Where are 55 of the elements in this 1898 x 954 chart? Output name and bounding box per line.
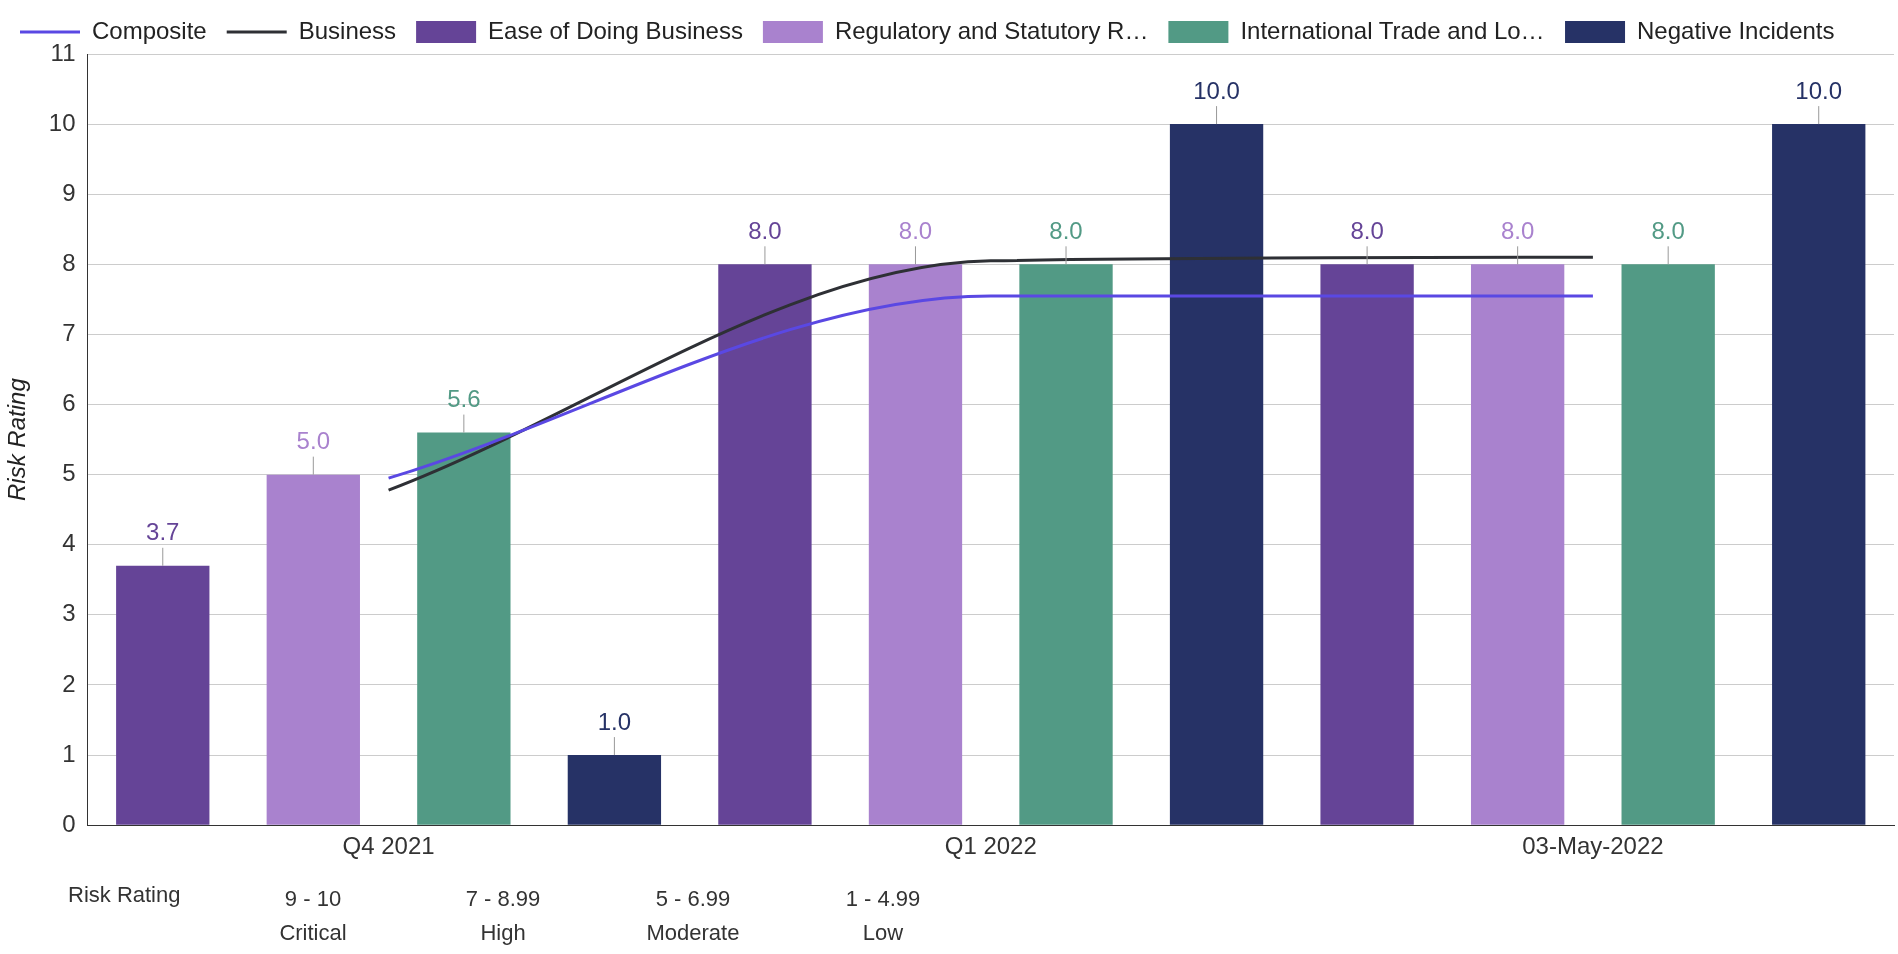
legend-label: International Trade and Lo… — [1240, 16, 1545, 44]
data-label: 5.0 — [296, 427, 330, 455]
legend-label: Negative Incidents — [1637, 16, 1835, 44]
y-tick-label: 9 — [62, 178, 76, 206]
bar — [116, 565, 210, 825]
data-label: 10.0 — [1193, 76, 1240, 104]
data-label: 8.0 — [1651, 216, 1685, 244]
data-label: 8.0 — [1500, 216, 1535, 244]
data-label: 8.0 — [1049, 216, 1083, 244]
x-tick-label: 03-May-2022 — [1522, 832, 1664, 860]
legend-label: Ease of Doing Business — [488, 16, 743, 44]
bar — [567, 755, 662, 825]
legend-label: Composite — [92, 16, 207, 44]
text: Moderate — [645, 919, 741, 947]
bar — [1470, 264, 1565, 825]
text: Risk Rating — [68, 882, 182, 909]
x-tick-label: Q1 2022 — [944, 832, 1037, 860]
legend-label: Business — [298, 16, 397, 44]
text: 9 - 10 — [283, 885, 343, 913]
text: High — [479, 919, 527, 947]
data-label: 3.7 — [146, 518, 180, 546]
y-tick-label: 6 — [62, 389, 76, 417]
text: 1 - 4.99 — [844, 885, 922, 913]
text: Critical — [278, 919, 348, 947]
y-tick-label: 0 — [62, 809, 76, 837]
bar — [1320, 264, 1414, 825]
data-label: 5.6 — [447, 385, 481, 413]
y-tick-label: 8 — [62, 248, 76, 276]
text: Low — [861, 919, 905, 947]
bar — [718, 264, 812, 825]
data-label: 8.0 — [1350, 216, 1384, 244]
y-tick-label: 1 — [62, 739, 76, 767]
x-tick-label: Q4 2021 — [342, 832, 435, 860]
text: 5 - 6.99 — [654, 885, 732, 913]
legend-label: Regulatory and Statutory R… — [834, 16, 1149, 44]
bar — [1621, 264, 1715, 825]
bar — [868, 264, 963, 825]
data-label: 10.0 — [1795, 76, 1843, 104]
data-label: 8.0 — [748, 216, 782, 244]
bar — [417, 432, 511, 825]
bar — [266, 474, 360, 825]
y-tick-label: 4 — [62, 529, 76, 557]
bar — [1772, 124, 1866, 825]
y-tick-label: 5 — [62, 459, 76, 487]
y-tick-label: 11 — [50, 38, 76, 66]
bar — [1169, 124, 1264, 825]
y-axis-title: Risk Rating — [3, 377, 31, 501]
y-tick-label: 10 — [48, 108, 76, 136]
bar — [1019, 264, 1113, 825]
y-tick-label: 2 — [62, 669, 76, 697]
data-label: 8.0 — [898, 216, 933, 244]
y-tick-label: 3 — [62, 599, 76, 627]
text: 7 - 8.99 — [464, 885, 542, 913]
y-tick-label: 7 — [62, 319, 76, 347]
data-label: 1.0 — [597, 707, 632, 735]
